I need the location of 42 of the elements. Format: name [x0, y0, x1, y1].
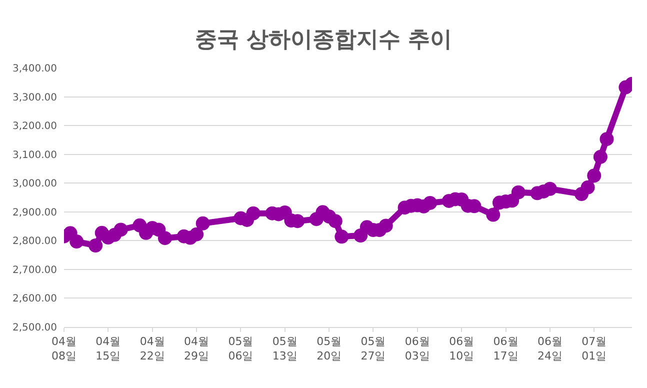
point [542, 182, 557, 196]
x-tick-label: 04월 15일 [96, 335, 121, 362]
x-tick-label: 05월 13일 [272, 335, 298, 362]
chart-title: 중국 상하이종합지수 추이 [194, 28, 452, 52]
y-tick-label: 3,200.00 [12, 121, 57, 132]
point [328, 214, 342, 228]
point [378, 218, 393, 233]
point [158, 231, 172, 246]
x-tick-label: 06월 24일 [537, 335, 562, 362]
point [196, 216, 210, 230]
x-tick-label: 05월 27일 [360, 335, 386, 362]
point [88, 238, 103, 253]
y-tick-label: 2,700.00 [12, 264, 57, 276]
x-tick-label: 07월 01일 [582, 335, 607, 362]
point [600, 132, 614, 146]
y-tick-label: 3,300.00 [12, 92, 57, 104]
point [190, 227, 204, 242]
x-tick-label: 05월 06일 [228, 335, 254, 362]
point [593, 150, 608, 164]
x-tick-label: 06월 17일 [493, 335, 518, 362]
y-tick-label: 2,500.00 [12, 322, 57, 334]
x-tick-label: 06월 10일 [449, 335, 474, 362]
point [587, 168, 602, 183]
y-tick-label: 2,800.00 [12, 236, 57, 248]
point [511, 185, 526, 200]
x-tick-label: 04월 22일 [140, 335, 165, 362]
point [114, 222, 128, 237]
x-tick-label: 05월 20일 [316, 335, 342, 362]
y-tick-label: 3,100.00 [12, 150, 57, 161]
point [334, 230, 349, 244]
point [246, 206, 260, 220]
point [423, 196, 438, 210]
x-tick-label: 04월 08일 [52, 335, 76, 362]
x-tick-label: 04월 29일 [184, 335, 210, 362]
point [486, 208, 500, 222]
y-tick-label: 3,000.00 [12, 178, 57, 190]
x-tick-label: 06월 03일 [404, 335, 430, 362]
y-tick-label: 2,600.00 [12, 294, 57, 305]
point [70, 234, 84, 249]
point [580, 180, 595, 194]
y-tick-label: 3,400.00 [12, 64, 57, 74]
y-tick-label: 2,900.00 [12, 207, 57, 218]
